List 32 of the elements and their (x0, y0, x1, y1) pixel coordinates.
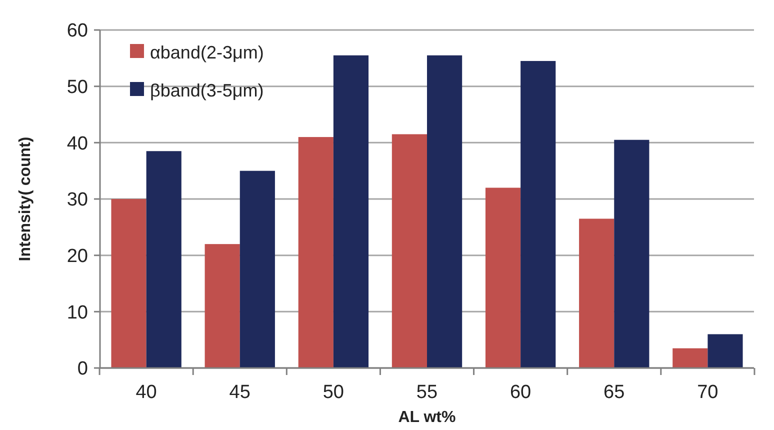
y-tick-label: 40 (66, 133, 88, 154)
bar (579, 218, 614, 368)
bar (146, 151, 182, 368)
y-tick-label: 50 (66, 76, 88, 98)
x-axis-title: AL wt% (398, 409, 456, 426)
x-tick-label: 50 (322, 382, 344, 403)
x-tick-label: 60 (510, 382, 532, 403)
y-tick-label: 10 (66, 302, 88, 324)
bar (672, 348, 708, 368)
bar (204, 244, 240, 368)
legend-label: βband(3-5μm) (150, 80, 264, 100)
x-tick-label: 70 (697, 382, 718, 403)
x-tick-label: 40 (136, 382, 157, 403)
bar (333, 55, 369, 368)
bar (614, 140, 650, 368)
bar (485, 188, 521, 368)
bar (298, 137, 334, 368)
bar (520, 60, 556, 368)
x-tick-label: 65 (604, 382, 625, 403)
y-tick-label: 30 (66, 190, 88, 211)
y-tick-label: 0 (77, 358, 88, 380)
x-tick-label: 45 (229, 382, 250, 403)
bar (240, 170, 275, 368)
x-tick-label: 55 (416, 382, 438, 403)
bar (392, 134, 427, 368)
y-axis-title: Intensity( count) (17, 136, 34, 262)
y-tick-label: 60 (66, 20, 88, 42)
bar (708, 334, 743, 368)
bar (427, 55, 462, 368)
y-tick-label: 20 (66, 246, 88, 267)
legend-label: αband(2-3μm) (150, 42, 264, 62)
bar (111, 199, 146, 368)
